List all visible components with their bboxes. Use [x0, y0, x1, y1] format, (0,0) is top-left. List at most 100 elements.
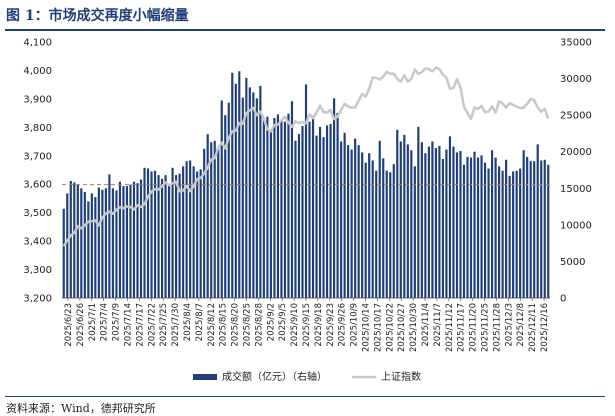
x-tick-label: 2025/7/17: [135, 303, 145, 347]
volume-bar: [315, 135, 318, 298]
volume-bar: [101, 189, 104, 298]
volume-bar: [125, 186, 129, 298]
volume-bar: [199, 169, 202, 298]
volume-bar: [259, 85, 262, 298]
x-tick-label: 2025/11/28: [492, 303, 502, 352]
volume-bar: [283, 121, 287, 298]
volume-bar: [311, 115, 315, 299]
volume-bar: [196, 171, 199, 298]
left-tick-label: 4,000: [23, 66, 52, 77]
volume-bar: [217, 148, 220, 298]
x-tick-label: 2025/7/4: [100, 303, 110, 341]
x-tick-label: 2025/11/7: [433, 303, 443, 347]
volume-bar: [287, 113, 290, 299]
volume-bar: [427, 146, 430, 298]
legend-bar-swatch: [193, 374, 217, 380]
legend-bar-label: 成交额（亿元）（右轴）: [222, 370, 327, 383]
volume-bar: [234, 83, 237, 298]
volume-bar: [146, 168, 150, 298]
volume-bar: [494, 157, 497, 298]
volume-bar: [392, 164, 395, 298]
x-tick-label: 2025/12/11: [528, 303, 538, 352]
volume-bar: [364, 162, 367, 298]
volume-bar: [368, 153, 371, 298]
index-line: [62, 66, 550, 247]
volume-bar: [231, 72, 234, 298]
volume-bar: [276, 114, 280, 298]
legend: 成交额（亿元）（右轴） 上证指数: [193, 370, 421, 383]
volume-bar: [73, 182, 76, 298]
volume-bar: [410, 150, 413, 298]
volume-bar: [318, 126, 322, 298]
x-tick-label: 2025/8/12: [207, 303, 217, 347]
volume-bar: [241, 97, 244, 298]
x-tick-label: 2025/7/30: [171, 303, 181, 347]
volume-bar: [515, 170, 518, 298]
x-tick-label: 2025/10/22: [385, 303, 395, 352]
volume-bar: [487, 168, 490, 298]
volume-bar: [62, 208, 65, 298]
volume-bar: [403, 134, 406, 298]
volume-bar: [80, 188, 83, 298]
x-tick-label: 2025/11/4: [421, 303, 431, 347]
volume-bar: [294, 140, 297, 298]
x-tick-label: 2025/9/10: [290, 303, 300, 347]
volume-bar: [483, 162, 487, 298]
volume-bar: [340, 141, 343, 298]
volume-bar: [171, 167, 174, 298]
left-tick-label: 3,500: [23, 208, 52, 219]
volume-bar: [396, 129, 399, 298]
x-tick-label: 2025/8/7: [195, 303, 205, 341]
volume-bar: [227, 102, 230, 299]
volume-bar: [164, 175, 167, 298]
volume-bar: [448, 136, 452, 298]
volume-bar: [157, 175, 160, 298]
volume-bar: [203, 148, 206, 298]
left-tick-label: 3,600: [23, 180, 52, 191]
volume-bar: [501, 170, 504, 298]
volume-bar: [329, 123, 332, 298]
volume-bar: [498, 166, 501, 298]
volume-bar: [301, 126, 304, 298]
right-axis: 0 5000 10000 15000 20000 25000 30000 35000: [560, 38, 592, 305]
volume-bar: [336, 112, 339, 298]
volume-bar: [90, 193, 93, 298]
x-tick-label: 2025/9/2: [266, 303, 276, 341]
volume-bar: [413, 166, 416, 298]
right-tick-label: 5000: [560, 257, 585, 268]
volume-bar: [115, 190, 118, 298]
volume-bar: [182, 166, 185, 298]
volume-bar: [357, 145, 360, 298]
volume-bar: [466, 156, 469, 298]
volume-bar: [76, 184, 79, 298]
left-tick-label: 3,700: [23, 151, 52, 162]
volume-bar: [280, 120, 283, 298]
volume-bar: [547, 164, 550, 298]
volume-bar: [526, 156, 529, 298]
right-tick-label: 10000: [560, 220, 592, 231]
volume-bar: [441, 159, 445, 298]
x-tick-label: 2025/8/20: [231, 303, 241, 347]
volume-bar: [445, 149, 448, 298]
source-note: 资料来源：Wind，德邦研究所: [6, 402, 156, 415]
volume-bar: [185, 161, 188, 298]
x-tick-label: 2025/11/12: [445, 303, 455, 352]
volume-bar: [529, 161, 532, 298]
x-tick-label: 2025/12/8: [516, 303, 526, 347]
x-tick-label: 2025/7/25: [159, 303, 169, 347]
volume-bar: [252, 92, 255, 298]
volume-bar: [431, 141, 434, 298]
volume-bar: [255, 98, 258, 298]
volume-bar: [178, 173, 181, 298]
x-tick-label: 2025/8/25: [242, 303, 252, 347]
volume-bar: [354, 138, 357, 298]
volume-bar: [371, 160, 374, 298]
volume-bar: [136, 183, 139, 298]
x-axis: 2025/6/23 2025/6/26 2025/7/1 2025/7/4 2025/7…: [64, 298, 550, 352]
volume-bar: [343, 132, 346, 298]
volume-bar: [385, 170, 388, 298]
x-tick-label: 2025/7/14: [123, 303, 133, 347]
volume-bar: [304, 84, 308, 298]
volume-bar: [473, 151, 476, 298]
volume-bar: [540, 160, 543, 298]
